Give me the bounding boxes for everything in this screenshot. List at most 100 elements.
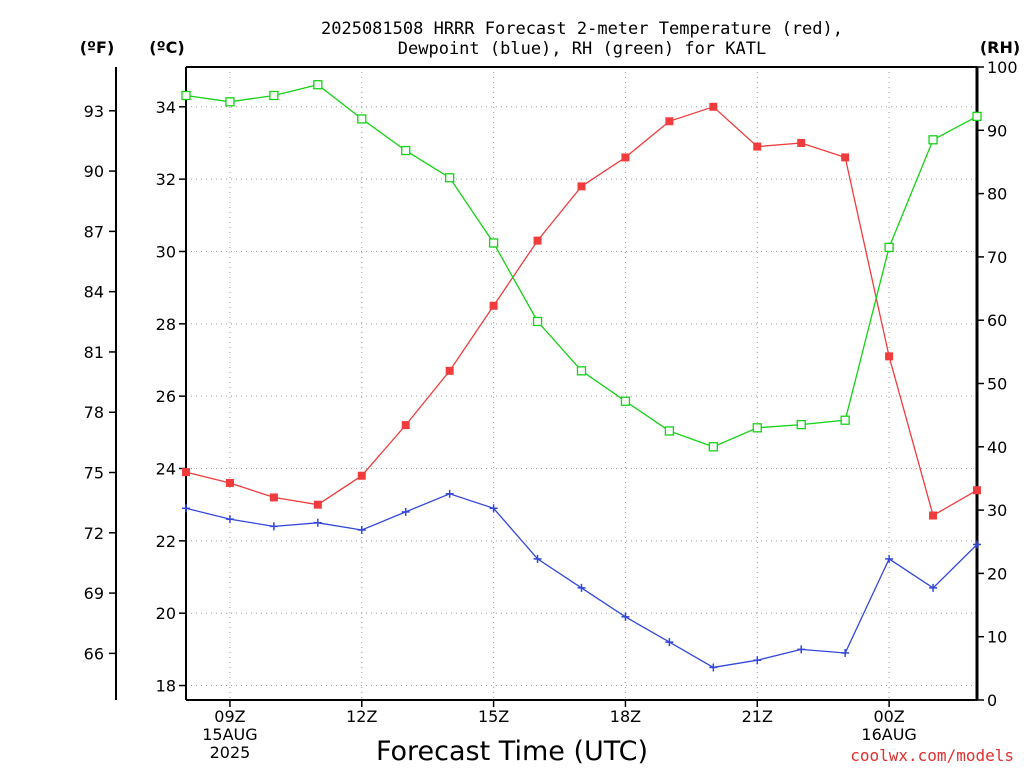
data-point-rh: [313, 80, 323, 90]
chart-title-line-2: Dewpoint (blue), RH (green) for KATL: [398, 39, 766, 59]
grid: [186, 67, 977, 700]
celsius-tick-label: 18: [156, 677, 176, 696]
data-point-dewpoint: [269, 522, 278, 531]
x-tick-label: 18Z: [610, 707, 641, 726]
data-point-rh: [972, 111, 982, 122]
x-tick-label: 09Z: [214, 707, 245, 726]
rh-tick-label: 0: [987, 691, 997, 710]
data-point-temperature: [665, 117, 674, 126]
fahrenheit-tick-label: 69: [84, 584, 104, 603]
celsius-tick-label: 30: [156, 242, 176, 261]
rh-tick-label: 30: [987, 501, 1007, 520]
rh-tick-label: 90: [987, 121, 1007, 140]
data-point-rh: [357, 114, 367, 124]
data-point-temperature: [973, 486, 981, 495]
fahrenheit-tick-label: 81: [84, 343, 104, 362]
data-point-rh: [269, 90, 279, 101]
fahrenheit-tick-label: 90: [84, 162, 104, 181]
data-point-dewpoint: [401, 507, 410, 516]
data-point-rh: [225, 97, 235, 107]
data-point-dewpoint: [973, 540, 981, 549]
data-point-temperature: [797, 138, 806, 147]
fahrenheit-unit-label: (ºF): [80, 38, 115, 57]
series-line-temperature: [185, 106, 978, 517]
celsius-tick-label: 32: [156, 170, 176, 189]
rh-unit-label: (RH): [980, 38, 1020, 57]
rh-tick-label: 60: [987, 311, 1007, 330]
data-point-temperature: [445, 366, 454, 375]
celsius-tick-label: 24: [156, 460, 176, 479]
celsius-tick-label: 26: [156, 387, 176, 406]
rh-tick-label: 80: [987, 185, 1007, 204]
data-point-temperature: [753, 142, 762, 151]
x-tick-label: 2025: [210, 743, 251, 762]
data-point-rh: [708, 442, 718, 452]
data-point-dewpoint: [533, 554, 542, 563]
data-point-dewpoint: [577, 583, 586, 592]
axes: [115, 66, 979, 701]
series: [181, 80, 982, 672]
x-tick-label: 12Z: [346, 707, 377, 726]
celsius-unit-label: (ºC): [149, 38, 184, 57]
data-point-dewpoint: [182, 504, 190, 513]
data-point-rh: [884, 242, 894, 253]
data-point-dewpoint: [313, 518, 322, 527]
data-point-temperature: [269, 493, 278, 502]
data-point-dewpoint: [489, 504, 498, 513]
data-point-temperature: [313, 500, 322, 509]
credit-text: coolwx.com/models: [850, 746, 1014, 765]
data-point-temperature: [885, 352, 894, 361]
data-point-rh: [796, 419, 806, 430]
rh-tick-label: 100: [987, 58, 1018, 77]
rh-tick-label: 20: [987, 564, 1007, 583]
fahrenheit-tick-label: 87: [84, 222, 104, 241]
data-point-temperature: [489, 301, 498, 310]
data-point-temperature: [225, 478, 234, 487]
rh-tick-label: 50: [987, 375, 1007, 394]
data-point-dewpoint: [357, 525, 366, 534]
data-point-rh: [928, 135, 938, 145]
data-point-rh: [401, 145, 411, 156]
series-line-rh: [185, 83, 978, 448]
fahrenheit-tick-label: 93: [84, 102, 104, 121]
data-point-temperature: [401, 421, 410, 430]
celsius-tick-label: 34: [156, 98, 176, 117]
data-point-rh: [840, 415, 850, 425]
data-point-temperature: [577, 182, 586, 191]
x-tick-label: 00Z: [873, 707, 904, 726]
data-point-dewpoint: [225, 515, 234, 524]
rh-tick-label: 70: [987, 248, 1007, 267]
data-point-dewpoint: [665, 638, 674, 647]
data-point-dewpoint: [753, 656, 762, 665]
celsius-tick-label: 22: [156, 532, 176, 551]
rh-tick-label: 10: [987, 628, 1007, 647]
chart-title-line-1: 2025081508 HRRR Forecast 2-meter Tempera…: [321, 19, 843, 39]
data-point-temperature: [929, 511, 938, 520]
data-point-rh: [752, 423, 762, 433]
series-rh: [181, 80, 982, 452]
x-tick-label: 15Z: [478, 707, 509, 726]
data-point-temperature: [841, 153, 850, 162]
data-point-rh: [576, 366, 587, 376]
data-point-dewpoint: [841, 648, 850, 657]
data-point-rh: [488, 238, 499, 248]
data-point-temperature: [357, 471, 366, 480]
data-point-dewpoint: [797, 645, 806, 654]
data-point-dewpoint: [621, 612, 630, 621]
series-temperature: [182, 102, 981, 520]
data-point-dewpoint: [929, 583, 938, 592]
data-point-dewpoint: [885, 554, 894, 563]
series-dewpoint: [182, 489, 981, 672]
fahrenheit-tick-label: 72: [84, 524, 104, 543]
celsius-tick-label: 20: [156, 604, 176, 623]
data-point-rh: [445, 173, 455, 183]
data-point-temperature: [621, 153, 630, 162]
x-tick-label: 21Z: [742, 707, 773, 726]
data-point-dewpoint: [445, 489, 454, 498]
x-tick-label: 16AUG: [861, 725, 916, 744]
data-point-rh: [664, 426, 675, 436]
data-point-temperature: [182, 468, 190, 477]
fahrenheit-tick-label: 78: [84, 403, 104, 422]
data-point-rh: [532, 316, 543, 327]
x-tick-label: 15AUG: [202, 725, 257, 744]
